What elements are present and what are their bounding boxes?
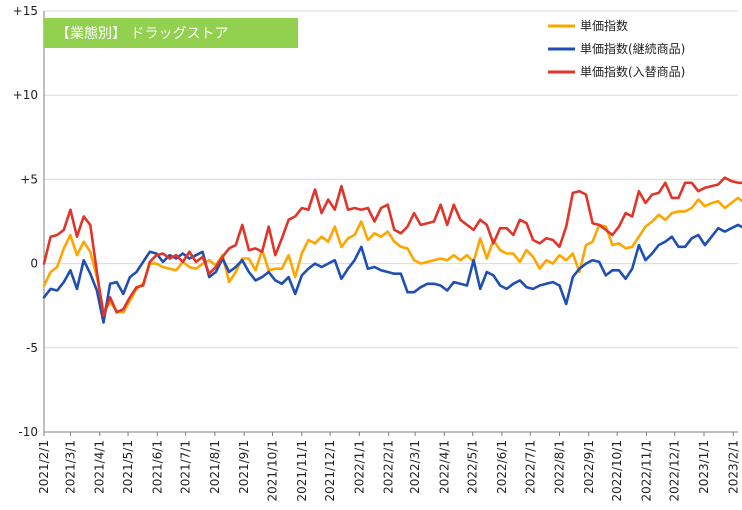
x-tick-label: 2021/10/1	[266, 440, 280, 502]
series-line-2	[42, 223, 742, 324]
legend-label: 単価指数(継続商品)	[580, 41, 685, 56]
y-tick-label: +15	[13, 4, 38, 18]
x-tick-label: 2022/8/1	[553, 440, 567, 494]
x-tick-label: 2022/9/1	[582, 440, 596, 494]
y-tick-label: -5	[26, 341, 38, 355]
y-tick-label: -10	[18, 425, 38, 439]
axes	[43, 11, 738, 436]
x-tick-label: 2022/10/1	[610, 440, 624, 502]
x-tick-label: 2021/3/1	[63, 440, 77, 494]
y-tick-label: +10	[13, 88, 38, 102]
x-tick-label: 2022/5/1	[466, 440, 480, 494]
series-line-3	[42, 176, 742, 318]
x-tick-label: 2023/2/1	[726, 440, 740, 494]
chart-title-box: 【業態別】 ドラッグストア	[44, 18, 298, 48]
x-tick-label: 2022/4/1	[437, 440, 451, 494]
legend-label: 単価指数	[580, 18, 628, 33]
x-tick-label: 2022/1/1	[352, 440, 366, 494]
series-line-1	[42, 196, 742, 314]
x-tick-label: 2022/11/1	[639, 440, 653, 502]
y-tick-label: +5	[20, 172, 38, 186]
y-tick-label: 0	[30, 257, 38, 271]
x-tick-label: 2021/9/1	[237, 440, 251, 494]
x-tick-label: 2021/12/1	[323, 440, 337, 502]
x-tick-label: 2023/1/1	[697, 440, 711, 494]
x-tick-label: 2022/12/1	[668, 440, 682, 502]
gridlines	[44, 10, 738, 349]
chart-title-background	[44, 18, 298, 48]
series-lines	[42, 176, 742, 324]
x-tick-label: 2022/3/1	[408, 440, 422, 494]
x-tick-label: 2021/8/1	[208, 440, 222, 494]
x-tick-label: 2021/7/1	[179, 440, 193, 494]
x-axis-ticks: 2021/2/1 2021/3/1 2021/4/1 2021/5/1 2021/6/1…	[37, 440, 740, 502]
x-tick-label: 2022/2/1	[382, 440, 396, 494]
x-tick-label: 2022/7/1	[523, 440, 537, 494]
x-tick-label: 2021/11/1	[295, 440, 309, 502]
x-tick-label: 2021/4/1	[93, 440, 107, 494]
x-tick-label: 2022/6/1	[495, 440, 509, 494]
x-tick-label: 2021/6/1	[150, 440, 164, 494]
x-tick-label: 2021/5/1	[121, 440, 135, 494]
x-tick-label: 2021/2/1	[37, 440, 51, 494]
legend-label: 単価指数(入替商品)	[580, 64, 685, 79]
chart-title: 【業態別】 ドラッグストア	[56, 26, 228, 42]
y-axis-ticks: +15 +10 +5 0 -5 -10	[13, 4, 38, 439]
